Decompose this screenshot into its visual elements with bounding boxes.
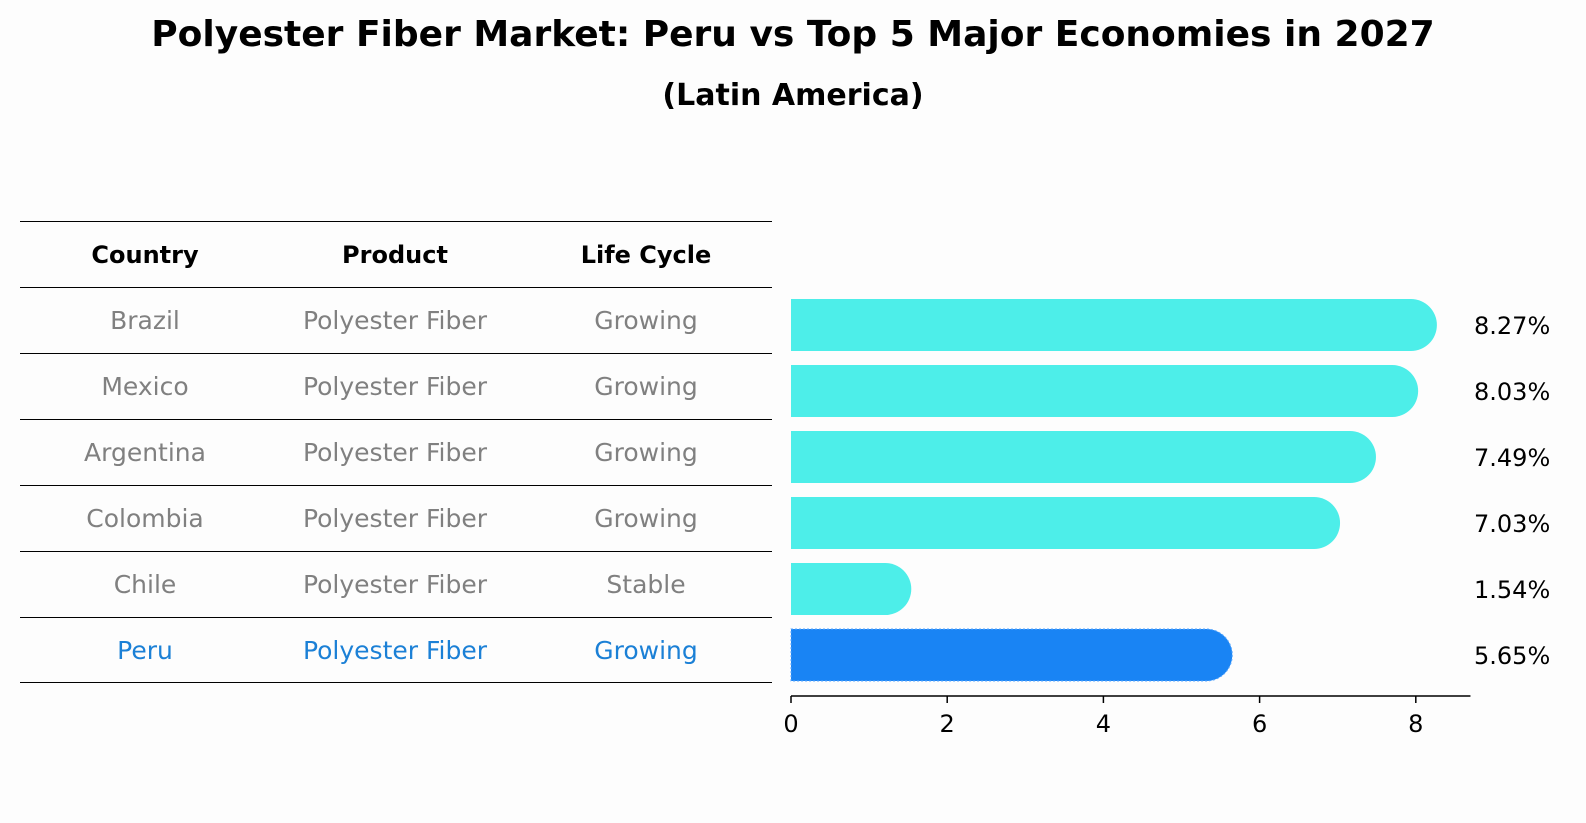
product-cell: Polyester Fiber <box>302 635 488 665</box>
x-tick-label: 6 <box>1252 710 1267 738</box>
bar-peru <box>790 628 1233 682</box>
country-cell: Brazil <box>110 306 180 335</box>
country-cell: Mexico <box>101 372 189 401</box>
x-tick-label: 4 <box>1096 710 1111 738</box>
country-cell: Colombia <box>86 504 204 533</box>
country-table: Country Product Life Cycle Brazil Polyes… <box>20 221 772 683</box>
value-label-brazil: 8.27% <box>1474 312 1550 340</box>
country-cell: Argentina <box>84 438 206 467</box>
header-life-cycle: Life Cycle <box>580 240 712 269</box>
header-product: Product <box>342 240 448 269</box>
bar-brazil <box>791 299 1437 351</box>
table-row-highlight: Peru Polyester Fiber Growing <box>20 617 772 683</box>
life-cycle-cell: Growing <box>594 306 698 335</box>
table-row: Chile Polyester Fiber Stable <box>20 551 772 617</box>
product-cell: Polyester Fiber <box>302 504 488 533</box>
chart-subtitle: (Latin America) <box>662 78 924 113</box>
x-tick-label: 8 <box>1408 710 1423 738</box>
table-header-row: Country Product Life Cycle <box>20 221 772 287</box>
life-cycle-cell: Growing <box>594 504 698 533</box>
life-cycle-cell: Growing <box>594 372 698 401</box>
header-country: Country <box>91 240 199 269</box>
product-cell: Polyester Fiber <box>302 372 488 401</box>
product-cell: Polyester Fiber <box>302 570 488 599</box>
value-label-colombia: 7.03% <box>1474 510 1550 538</box>
table-row: Colombia Polyester Fiber Growing <box>20 485 772 551</box>
country-cell: Chile <box>113 570 177 599</box>
life-cycle-cell: Growing <box>594 635 698 665</box>
value-label-chile: 1.54% <box>1474 576 1550 604</box>
bar-chile <box>791 563 912 615</box>
value-label-argentina: 7.49% <box>1474 444 1550 472</box>
bar-argentina <box>791 431 1376 483</box>
product-cell: Polyester Fiber <box>302 306 488 335</box>
table-row: Argentina Polyester Fiber Growing <box>20 419 772 485</box>
x-tick-label: 2 <box>940 710 955 738</box>
product-cell: Polyester Fiber <box>302 438 488 467</box>
value-label-peru: 5.65% <box>1474 642 1550 670</box>
country-cell: Peru <box>117 635 173 665</box>
bar-colombia <box>791 497 1341 549</box>
bar-mexico <box>791 365 1419 417</box>
table-row: Mexico Polyester Fiber Growing <box>20 353 772 419</box>
table-row: Brazil Polyester Fiber Growing <box>20 287 772 353</box>
life-cycle-cell: Stable <box>606 570 686 599</box>
chart-title: Polyester Fiber Market: Peru vs Top 5 Ma… <box>151 14 1435 55</box>
life-cycle-cell: Growing <box>594 438 698 467</box>
x-tick-label: 0 <box>783 710 798 738</box>
value-label-mexico: 8.03% <box>1474 378 1550 406</box>
